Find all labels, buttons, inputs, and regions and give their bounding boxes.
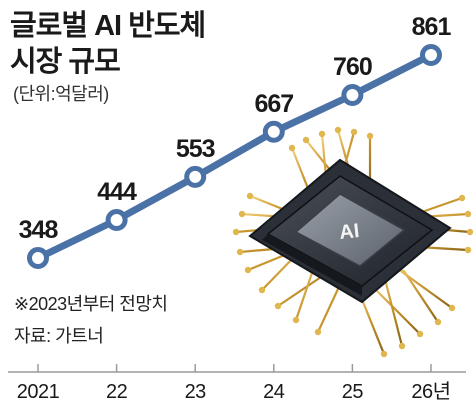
data-point-24 — [262, 120, 285, 143]
chip-pad — [334, 126, 342, 134]
chip-pad — [366, 132, 374, 140]
data-label-26년: 861 — [412, 13, 452, 41]
x-tick-label-23: 23 — [185, 381, 207, 403]
x-tick-label-25: 25 — [342, 381, 364, 403]
chip-label: AI — [338, 220, 360, 244]
data-label-24: 667 — [254, 90, 293, 118]
data-point-22 — [105, 209, 128, 232]
chart-title-line-2: 시장 규모 — [10, 46, 121, 78]
data-label-23: 553 — [176, 135, 215, 163]
chip-edge — [262, 234, 362, 296]
chip-pad — [350, 128, 358, 136]
chip-pad — [466, 228, 474, 236]
data-point-26년 — [420, 44, 442, 66]
chip-pad — [318, 130, 326, 138]
chip-pad — [434, 318, 442, 326]
chip-pad — [236, 248, 244, 256]
data-point-23 — [184, 165, 207, 188]
data-label-25: 760 — [333, 53, 372, 81]
chip-pad — [302, 136, 310, 144]
x-tick-label-26년: 26년 — [411, 380, 450, 403]
chart-title-line-1: 글로벌 AI 반도체 — [10, 10, 206, 42]
data-point-2021 — [27, 247, 49, 269]
chip-die — [294, 193, 406, 267]
source-note: 자료: 가트너 — [14, 326, 104, 346]
chip-pad — [232, 228, 240, 236]
chip-pad — [464, 246, 472, 254]
data-label-2021: 348 — [19, 216, 59, 244]
data-point-25 — [341, 83, 364, 106]
unit-label: (단위:억달러) — [13, 84, 109, 104]
chip-pad — [448, 304, 456, 312]
chip-pad — [416, 330, 424, 338]
chip-pad — [244, 266, 252, 274]
ai-chip-illustration: AI — [232, 126, 474, 358]
x-tick-label-24: 24 — [263, 381, 285, 403]
chip-pad — [246, 192, 254, 200]
chip-pad — [288, 144, 296, 152]
chip-pad — [380, 350, 388, 358]
chip-pad — [458, 194, 466, 202]
chip-pad — [398, 342, 406, 350]
chip-pad — [464, 210, 472, 218]
chip-pad — [314, 328, 322, 336]
series-line — [34, 51, 435, 262]
chip-pad — [238, 210, 246, 218]
data-label-22: 444 — [97, 178, 137, 206]
chip-pad — [258, 286, 266, 294]
forecast-note: ※2023년부터 전망치 — [14, 294, 168, 314]
x-tick-label-22: 22 — [106, 381, 128, 403]
x-tick-label-2021: 2021 — [17, 381, 60, 403]
chip-pad — [292, 316, 300, 324]
chip-pad — [274, 302, 282, 310]
